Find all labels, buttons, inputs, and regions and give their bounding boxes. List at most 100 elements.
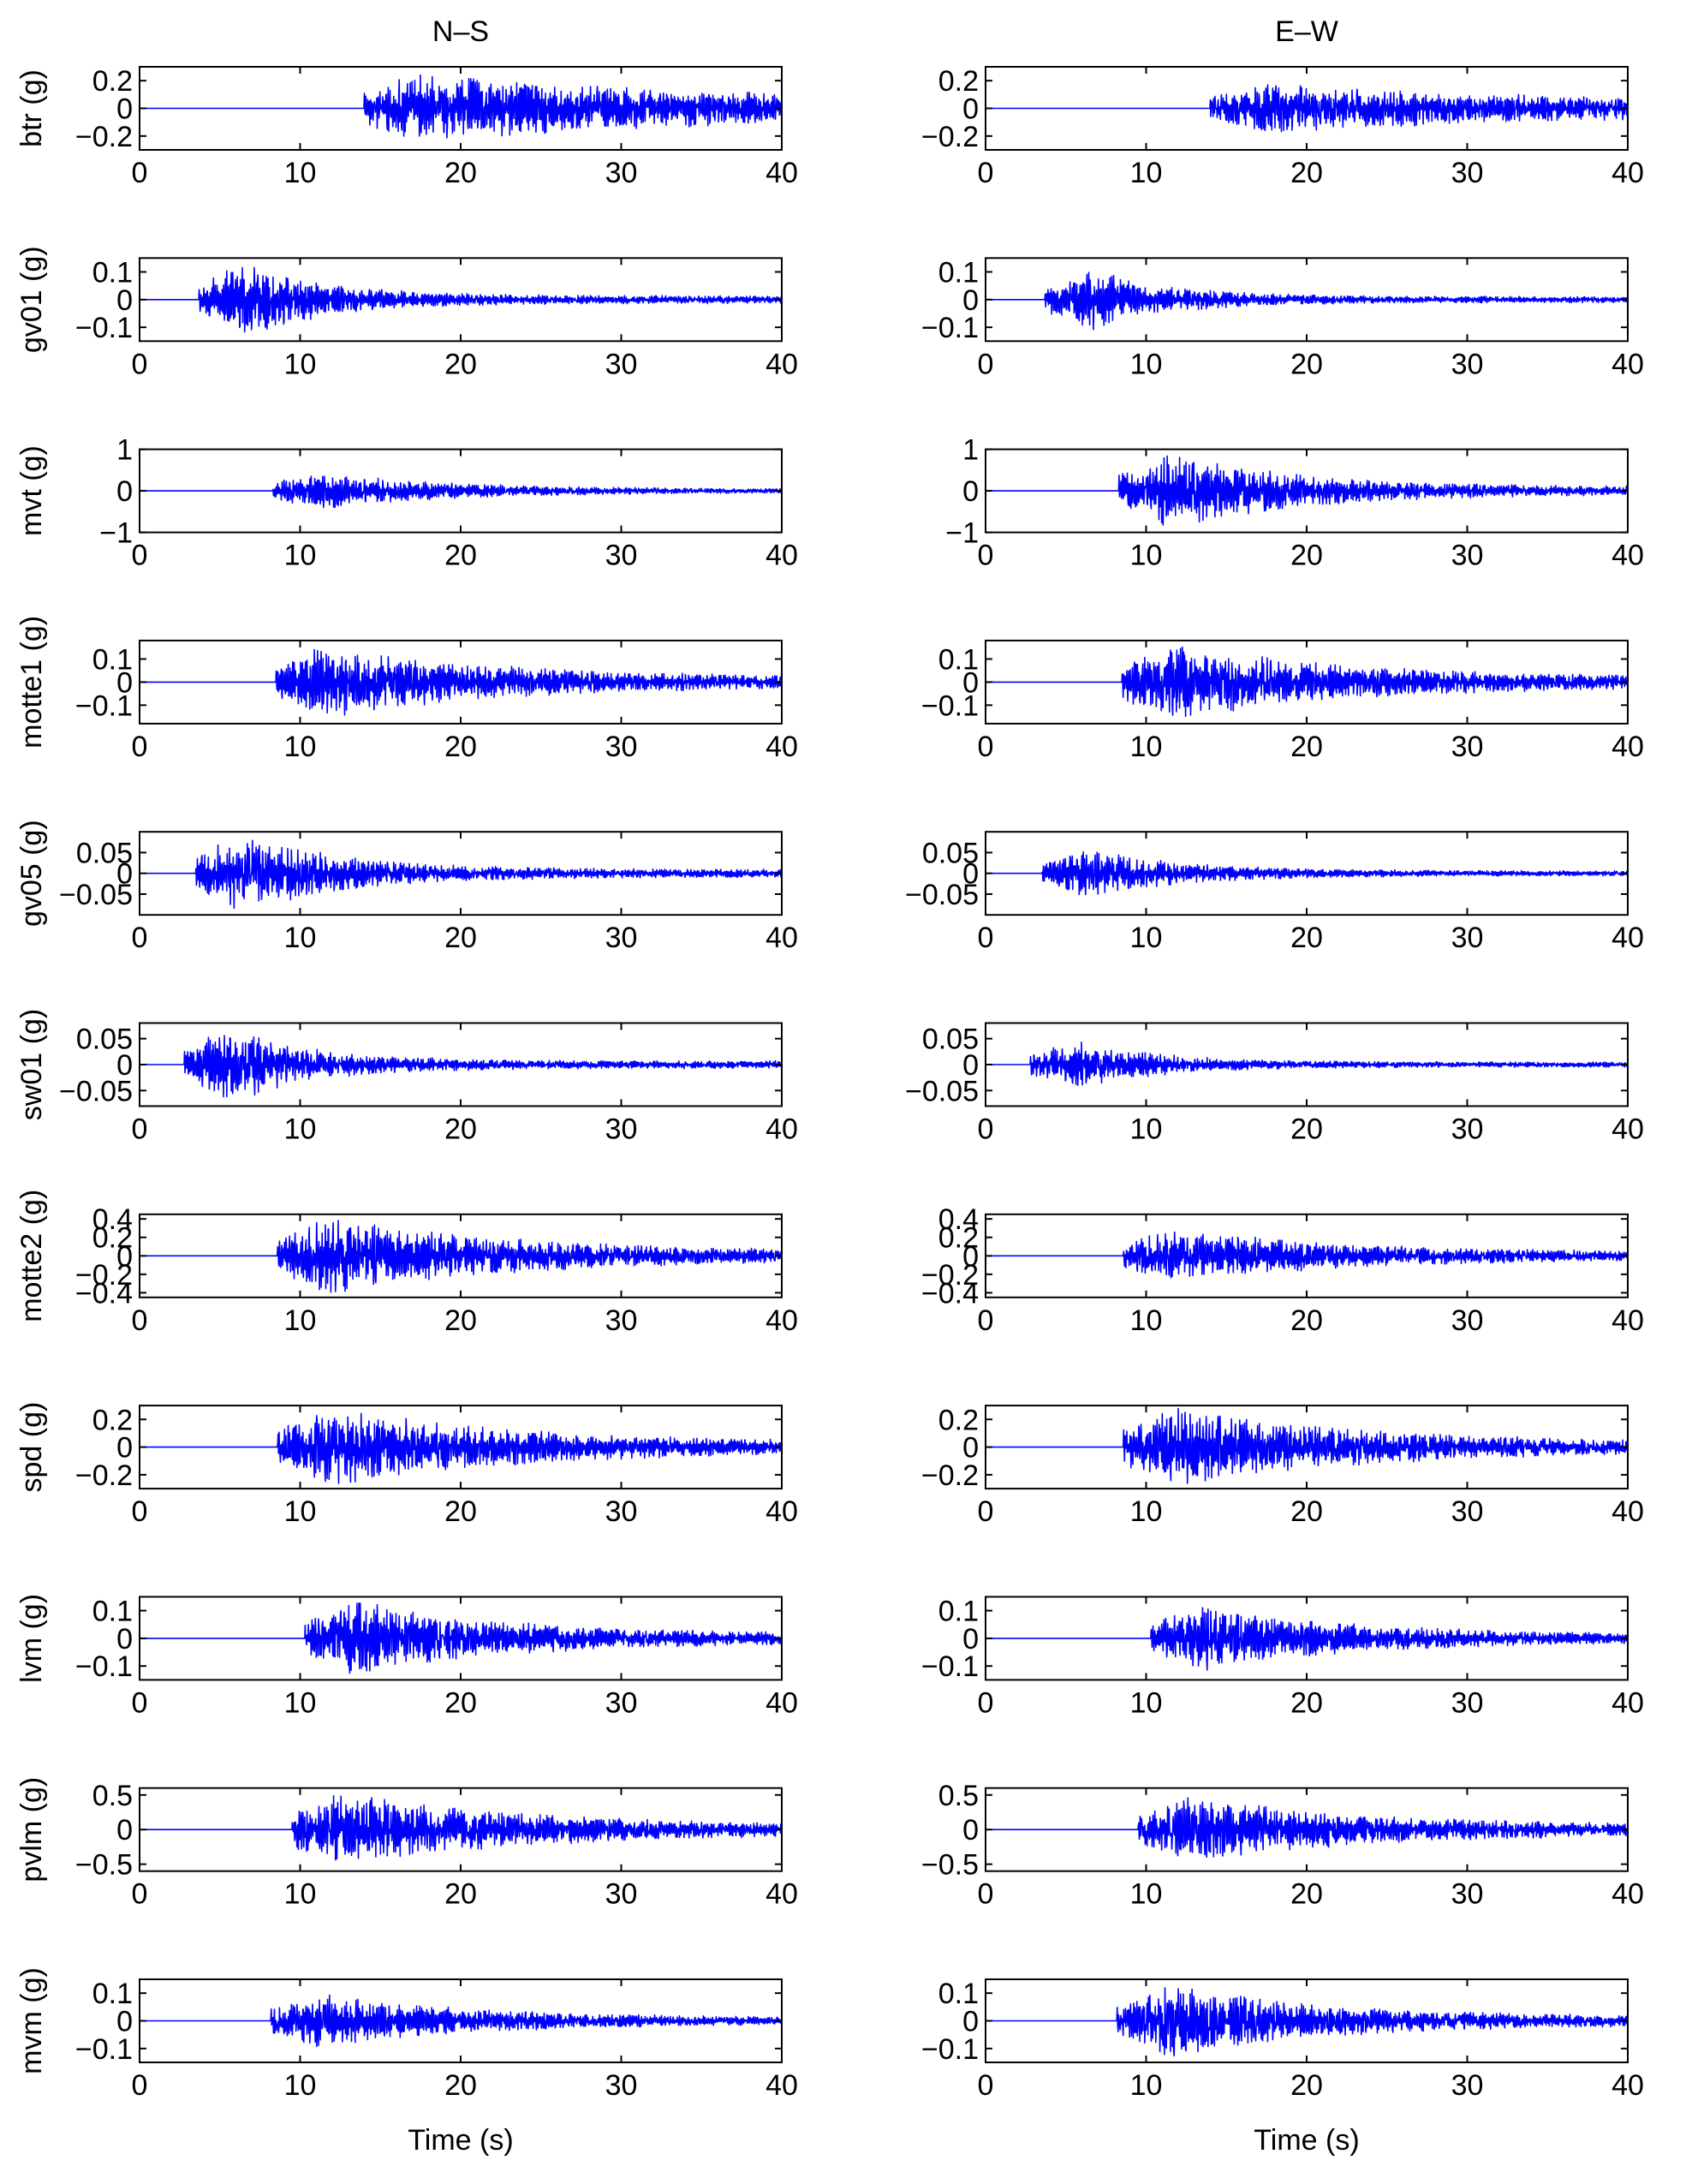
y-axis-label-btr: btr (g) [15, 69, 48, 147]
y-axis-label-gv01: gv01 (g) [15, 246, 48, 353]
trace-gv05-ns [139, 839, 783, 910]
x-tick-label-spd-ew-20: 20 [1290, 1495, 1323, 1528]
x-tick-label-gv05-ns-0: 0 [132, 922, 148, 954]
y-tick-label-motte2-ns-1: −0.2 [75, 1259, 133, 1292]
x-tick-label-gv01-ns-30: 30 [605, 348, 638, 380]
y-tick-label-pvlm-ns-1: 0 [116, 1814, 133, 1847]
x-tick-label-motte2-ns-0: 0 [132, 1304, 148, 1337]
y-tick-label-motte2-ew-3: 0.2 [938, 1222, 979, 1255]
x-tick-label-sw01-ew-10: 10 [1130, 1113, 1163, 1146]
column-title-ns: N–S [432, 15, 489, 48]
x-tick-label-gv01-ew-20: 20 [1290, 348, 1323, 380]
panel-btr-ew: 0 10 20 30 40−0.200.2 [921, 65, 1644, 189]
panel-gv01-ew: 0 10 20 30 40−0.100.1 [921, 256, 1644, 380]
x-tick-label-lvm-ew-40: 40 [1612, 1686, 1644, 1719]
y-tick-label-motte2-ew-0: −0.4 [921, 1277, 979, 1310]
x-tick-label-sw01-ns-0: 0 [132, 1113, 148, 1146]
trace-gv01-ns [139, 266, 783, 333]
x-tick-label-pvlm-ew-40: 40 [1612, 1878, 1644, 1911]
x-tick-label-motte2-ew-10: 10 [1130, 1304, 1163, 1337]
x-tick-label-spd-ns-30: 30 [605, 1495, 638, 1528]
y-tick-label-gv05-ns-2: 0.05 [76, 837, 133, 869]
y-tick-label-lvm-ns-1: 0 [116, 1623, 133, 1656]
y-tick-label-btr-ew-2: 0.2 [938, 65, 979, 98]
x-tick-label-gv01-ew-30: 30 [1451, 348, 1484, 380]
x-tick-label-mvm-ns-30: 30 [605, 2069, 638, 2102]
panel-motte2-ew: 0 10 20 30 40−0.4−0.200.20.4 [921, 1203, 1644, 1337]
trace-mvm-ns [139, 1994, 783, 2048]
x-tick-label-gv05-ew-10: 10 [1130, 922, 1163, 954]
x-tick-label-mvt-ns-40: 40 [766, 540, 798, 572]
x-tick-label-motte1-ew-10: 10 [1130, 731, 1163, 763]
trace-motte1-ns [139, 648, 783, 716]
y-tick-label-gv05-ew-2: 0.05 [922, 837, 979, 869]
y-tick-label-sw01-ns-2: 0.05 [76, 1023, 133, 1056]
x-tick-label-lvm-ew-30: 30 [1451, 1686, 1484, 1719]
x-tick-label-gv05-ns-10: 10 [284, 922, 317, 954]
panel-mvt-ew: 0 10 20 30 40−101 [945, 434, 1644, 572]
x-tick-label-gv05-ns-20: 20 [444, 922, 477, 954]
y-tick-label-gv01-ew-2: 0.1 [938, 256, 979, 289]
trace-spd-ew [985, 1407, 1629, 1484]
x-tick-label-sw01-ew-0: 0 [978, 1113, 994, 1146]
panel-pvlm-ew: 0 10 20 30 40−0.500.5 [921, 1780, 1644, 1911]
x-tick-label-btr-ew-10: 10 [1130, 157, 1163, 189]
x-tick-label-motte2-ns-40: 40 [766, 1304, 798, 1337]
y-tick-label-gv01-ns-2: 0.1 [92, 256, 133, 289]
y-tick-label-sw01-ew-0: −0.05 [905, 1075, 979, 1107]
trace-lvm-ns [139, 1602, 783, 1674]
x-tick-label-mvm-ew-40: 40 [1612, 2069, 1644, 2102]
x-tick-label-pvlm-ew-0: 0 [978, 1878, 994, 1911]
y-tick-label-mvt-ew-0: −1 [945, 517, 979, 550]
y-tick-label-mvm-ew-2: 0.1 [938, 1978, 979, 2010]
y-tick-label-motte1-ns-1: 0 [116, 666, 133, 699]
x-tick-label-gv05-ew-40: 40 [1612, 922, 1644, 954]
trace-gv01-ew [985, 272, 1629, 331]
y-tick-label-motte2-ns-2: 0 [116, 1240, 133, 1273]
x-tick-label-lvm-ns-20: 20 [444, 1686, 477, 1719]
trace-lvm-ew [985, 1607, 1629, 1671]
y-tick-label-mvm-ew-1: 0 [962, 2006, 979, 2038]
x-tick-label-pvlm-ew-20: 20 [1290, 1878, 1323, 1911]
x-axis-label-ew: Time (s) [1254, 2124, 1359, 2157]
x-tick-label-spd-ew-0: 0 [978, 1495, 994, 1528]
y-tick-label-gv01-ew-1: 0 [962, 284, 979, 317]
y-tick-label-pvlm-ns-0: −0.5 [75, 1849, 133, 1882]
y-tick-label-motte2-ns-4: 0.4 [92, 1203, 133, 1236]
x-tick-label-mvm-ns-20: 20 [444, 2069, 477, 2102]
x-tick-label-mvt-ns-20: 20 [444, 540, 477, 572]
x-tick-label-lvm-ns-30: 30 [605, 1686, 638, 1719]
x-axis-label-ns: Time (s) [408, 2124, 513, 2157]
y-tick-label-gv05-ew-0: −0.05 [905, 879, 979, 911]
y-tick-label-spd-ns-2: 0.2 [92, 1404, 133, 1436]
panel-lvm-ew: 0 10 20 30 40−0.100.1 [921, 1596, 1644, 1720]
x-tick-label-mvm-ew-30: 30 [1451, 2069, 1484, 2102]
y-tick-label-mvt-ns-1: 0 [116, 475, 133, 508]
x-tick-label-btr-ew-20: 20 [1290, 157, 1323, 189]
x-tick-label-motte2-ns-10: 10 [284, 1304, 317, 1337]
x-tick-label-gv01-ew-0: 0 [978, 348, 994, 380]
y-tick-label-sw01-ew-1: 0 [962, 1049, 979, 1082]
x-tick-label-mvt-ew-40: 40 [1612, 540, 1644, 572]
x-tick-label-btr-ew-40: 40 [1612, 157, 1644, 189]
x-tick-label-btr-ew-30: 30 [1451, 157, 1484, 189]
x-tick-label-sw01-ns-30: 30 [605, 1113, 638, 1146]
y-tick-label-mvm-ns-2: 0.1 [92, 1978, 133, 2010]
y-tick-label-mvt-ns-2: 1 [116, 434, 133, 467]
y-tick-label-lvm-ew-0: −0.1 [921, 1650, 979, 1683]
x-tick-label-spd-ew-40: 40 [1612, 1495, 1644, 1528]
trace-mvm-ew [985, 1987, 1629, 2057]
x-tick-label-pvlm-ns-0: 0 [132, 1878, 148, 1911]
y-tick-label-motte2-ew-1: −0.2 [921, 1259, 979, 1292]
x-tick-label-motte1-ew-30: 30 [1451, 731, 1484, 763]
x-tick-label-pvlm-ns-30: 30 [605, 1878, 638, 1911]
